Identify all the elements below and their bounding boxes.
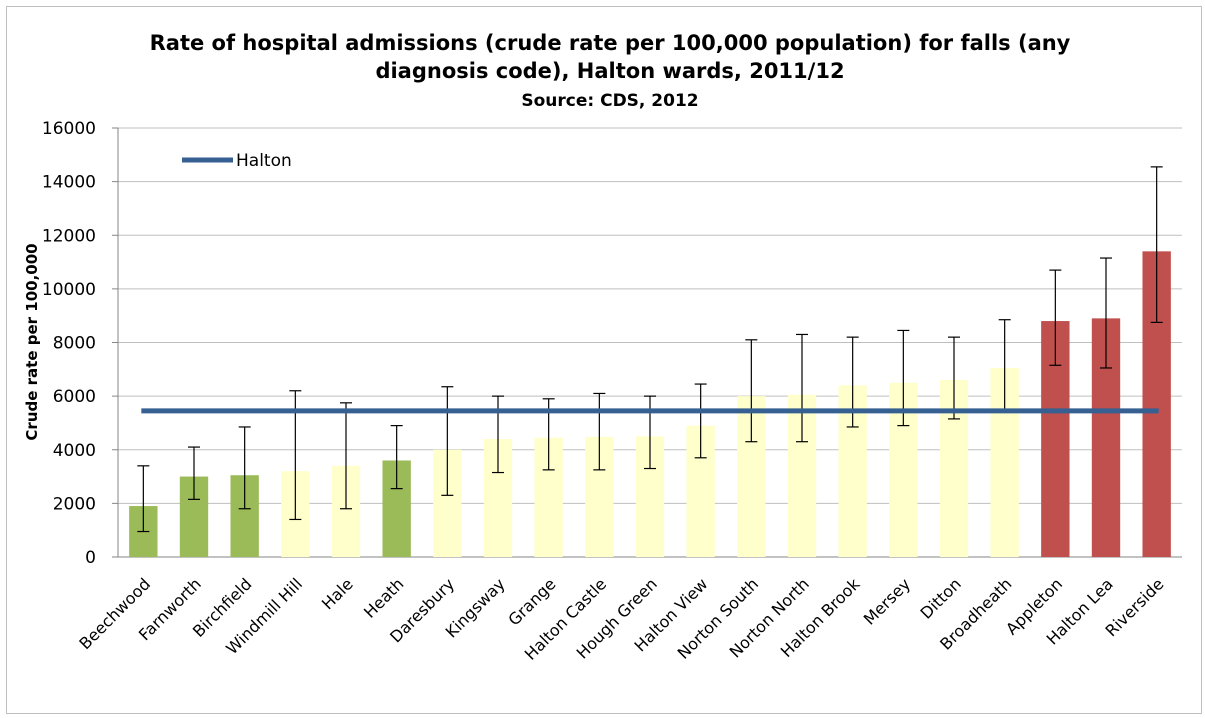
x-category-label: Beechwood <box>75 574 154 653</box>
chart-subtitle: Source: CDS, 2012 <box>521 91 698 111</box>
legend: Halton <box>182 151 292 171</box>
chart-title-line-1: Rate of hospital admissions (crude rate … <box>150 31 1071 55</box>
y-tick-label: 10000 <box>42 280 96 300</box>
y-tick-label: 8000 <box>53 334 96 354</box>
y-tick-label: 14000 <box>42 173 96 193</box>
chart-title-line-2: diagnosis code), Halton wards, 2011/12 <box>375 59 844 83</box>
y-tick-label: 0 <box>85 548 96 568</box>
y-axis-label: Crude rate per 100,000 <box>23 243 41 440</box>
y-tick-labels: 0 2000 4000 6000 8000 10000 12000 14000 16000 <box>42 119 96 568</box>
x-category-label: Mersey <box>860 574 914 628</box>
y-tick-label: 2000 <box>53 494 96 514</box>
y-tick-label: 4000 <box>53 441 96 461</box>
x-category-label: Ditton <box>917 574 965 622</box>
x-category-label: Hale <box>318 574 357 613</box>
y-tick-label: 6000 <box>53 387 96 407</box>
y-tick-label: 16000 <box>42 119 96 139</box>
y-tick-label: 12000 <box>42 226 96 246</box>
chart-frame <box>6 6 1202 714</box>
x-category-label: Heath <box>360 574 407 621</box>
legend-halton-label: Halton <box>236 151 292 171</box>
